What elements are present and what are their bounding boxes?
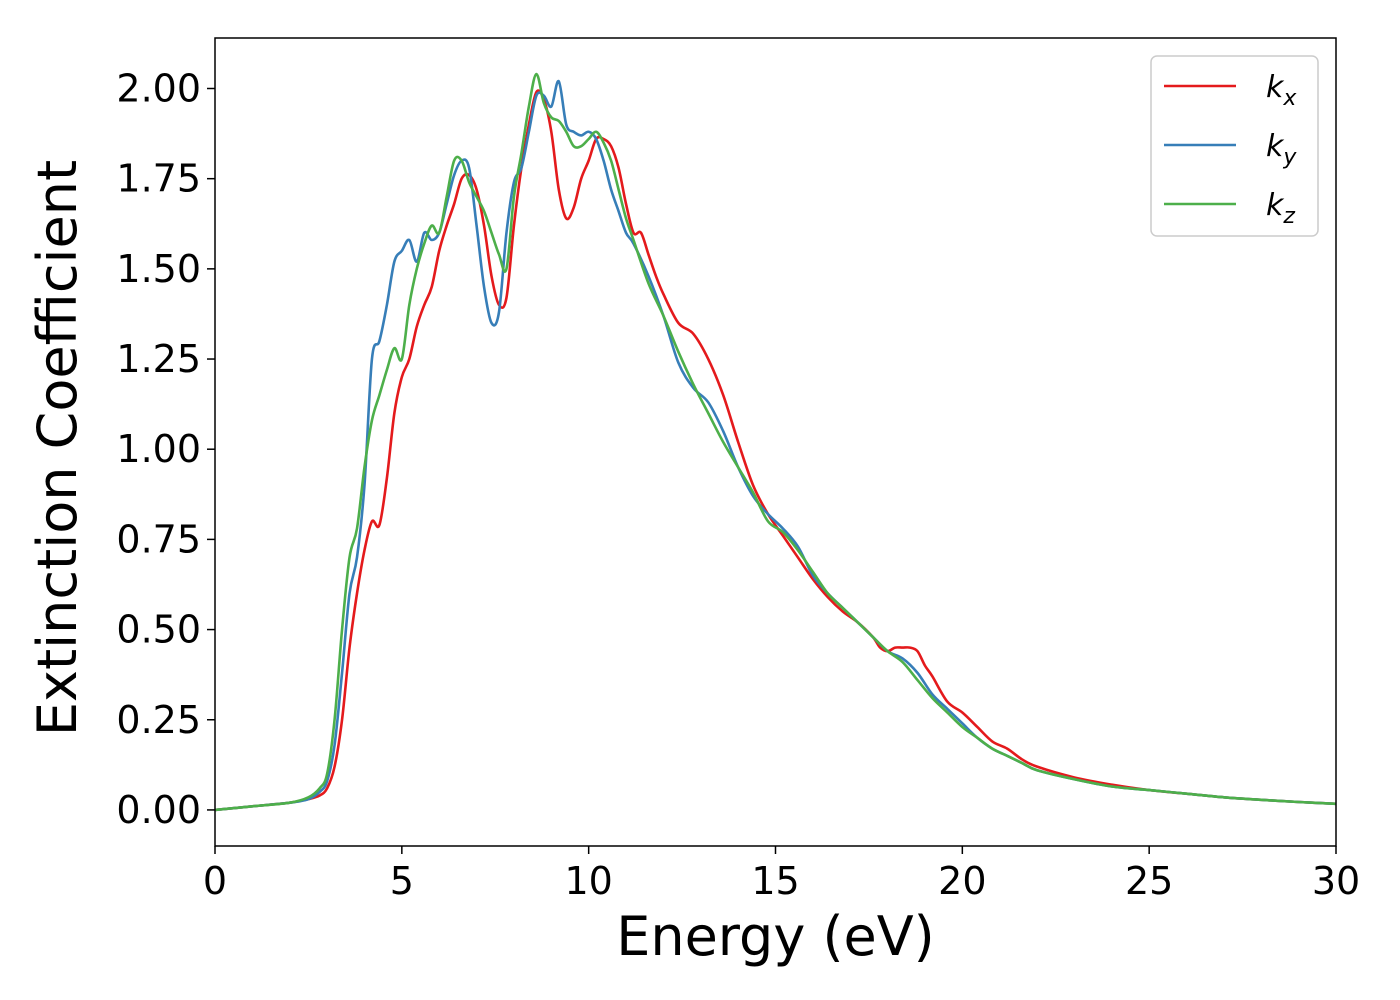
x-tick-label: 30 xyxy=(1312,859,1360,903)
x-tick-label: 5 xyxy=(390,859,414,903)
y-tick-label: 2.00 xyxy=(116,67,201,111)
y-axis-title: Extinction Coefficient xyxy=(26,160,89,736)
x-tick-label: 0 xyxy=(203,859,227,903)
y-tick-label: 0.50 xyxy=(116,608,201,652)
series-line-kz xyxy=(214,72,1337,812)
x-tick-label: 15 xyxy=(751,859,799,903)
y-tick-label: 0.75 xyxy=(116,517,201,561)
x-axis: 0 5 10 15 20 25 30 xyxy=(203,846,1360,903)
y-axis: 0.00 0.25 0.50 0.75 1.00 1.25 1.50 1.75 2.00 xyxy=(116,67,215,832)
x-tick-label: 20 xyxy=(938,859,986,903)
series-line-kx xyxy=(214,89,1337,812)
y-tick-label: 1.25 xyxy=(116,337,201,381)
y-tick-label: 1.00 xyxy=(116,427,201,471)
series-layer xyxy=(214,72,1337,812)
x-tick-label: 10 xyxy=(564,859,612,903)
series-line-ky xyxy=(214,79,1337,812)
y-tick-label: 0.00 xyxy=(116,788,201,832)
y-tick-label: 0.25 xyxy=(116,698,201,742)
x-axis-title: Energy (eV) xyxy=(616,905,935,968)
y-tick-label: 1.75 xyxy=(116,157,201,201)
x-tick-label: 25 xyxy=(1125,859,1173,903)
y-tick-label: 1.50 xyxy=(116,247,201,291)
